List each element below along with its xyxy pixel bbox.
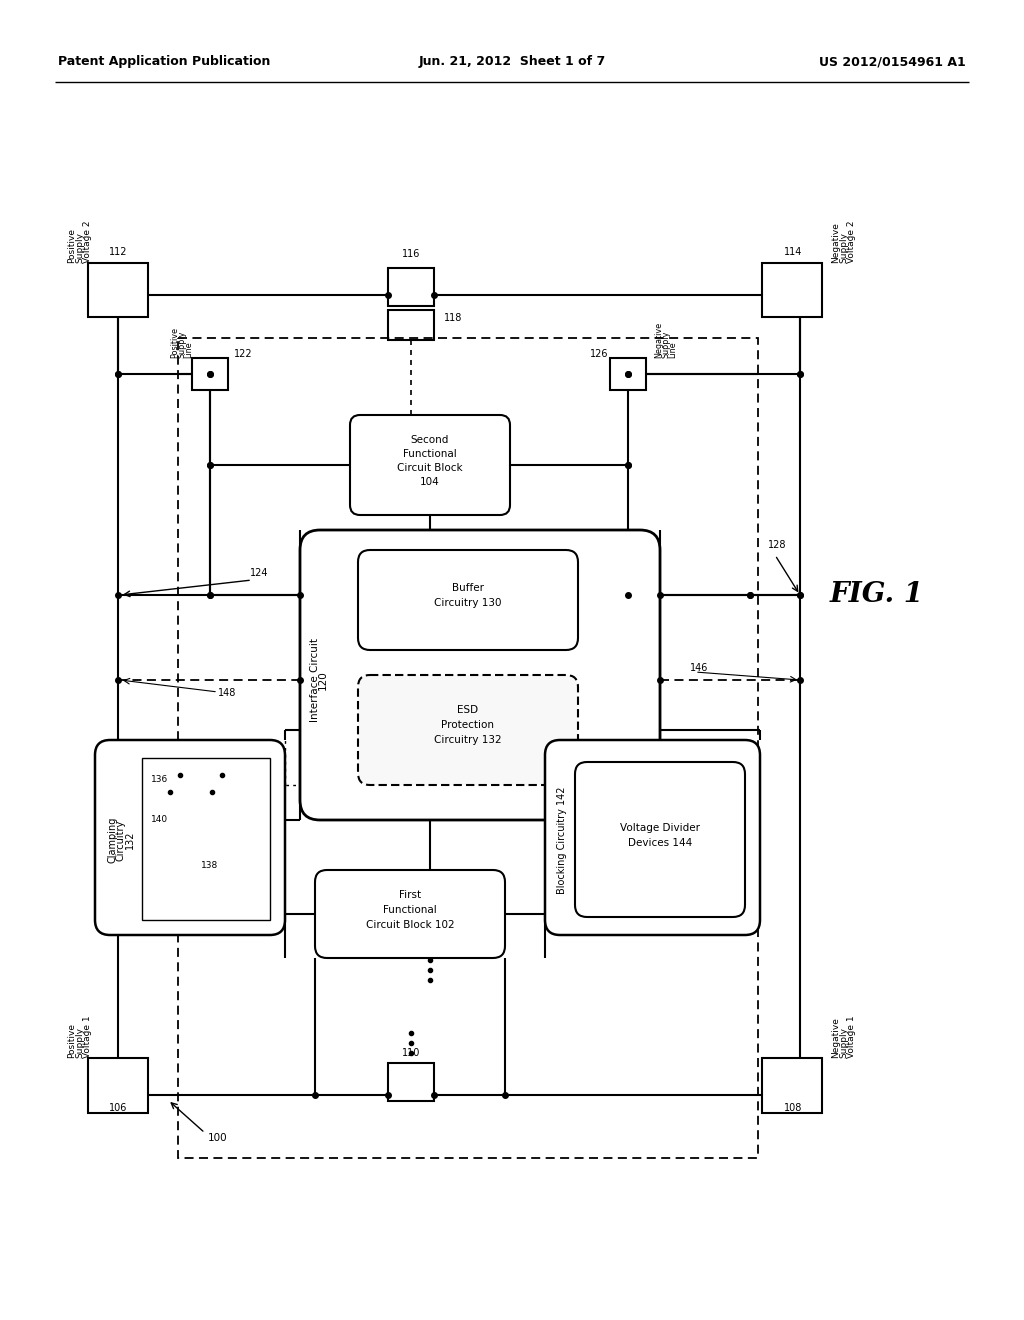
Text: Circuit Block: Circuit Block [397,463,463,473]
Bar [88,263,148,317]
Text: 108: 108 [783,1104,802,1113]
Text: US 2012/0154961 A1: US 2012/0154961 A1 [819,55,966,69]
Text: Protection: Protection [441,719,495,730]
Text: Supply: Supply [840,1027,849,1059]
FancyBboxPatch shape [358,550,578,649]
Text: 148: 148 [218,688,237,698]
Text: Line: Line [669,342,678,358]
Text: Buffer: Buffer [452,583,484,593]
Text: Supply: Supply [76,232,85,263]
Text: 114: 114 [783,247,802,257]
Text: 100: 100 [208,1133,227,1143]
Text: 106: 106 [109,1104,127,1113]
Text: Circuitry: Circuitry [116,820,126,861]
Text: Voltage 1: Voltage 1 [84,1015,92,1059]
Text: Negative: Negative [654,322,664,358]
Text: Supply: Supply [840,232,849,263]
Text: ESD: ESD [458,705,478,715]
FancyBboxPatch shape [545,741,760,935]
Text: 112: 112 [109,247,127,257]
FancyBboxPatch shape [300,531,660,820]
Text: Positive: Positive [68,228,77,263]
Text: Positive: Positive [171,327,179,358]
Text: 128: 128 [768,540,786,550]
Text: 146: 146 [690,663,709,673]
Bar [762,263,822,317]
Text: 122: 122 [234,348,253,359]
Text: 120: 120 [318,671,328,690]
Text: Blocking Circuitry 142: Blocking Circuitry 142 [557,787,567,894]
Bar [388,268,434,306]
Text: Functional: Functional [383,906,437,915]
Text: Voltage 1: Voltage 1 [848,1015,856,1059]
Text: Circuitry 130: Circuitry 130 [434,598,502,609]
FancyBboxPatch shape [315,870,505,958]
Bar [88,1059,148,1113]
FancyBboxPatch shape [350,414,510,515]
Text: 126: 126 [590,348,608,359]
Text: First: First [399,890,421,900]
Text: Voltage 2: Voltage 2 [84,220,92,263]
Text: Supply: Supply [662,330,671,358]
Bar [762,1059,822,1113]
FancyBboxPatch shape [575,762,745,917]
Bar [193,358,228,389]
Text: 110: 110 [401,1048,420,1059]
Text: Supply: Supply [177,330,186,358]
Text: Circuit Block 102: Circuit Block 102 [366,920,455,931]
Text: 138: 138 [202,861,219,870]
Text: 116: 116 [401,249,420,259]
Text: Jun. 21, 2012  Sheet 1 of 7: Jun. 21, 2012 Sheet 1 of 7 [419,55,605,69]
Bar [388,310,434,341]
Text: Line: Line [184,342,194,358]
Text: Second: Second [411,436,450,445]
Text: 118: 118 [444,313,463,323]
Text: Patent Application Publication: Patent Application Publication [58,55,270,69]
Text: Positive: Positive [68,1023,77,1059]
Text: Negative: Negative [831,1018,841,1059]
Text: 140: 140 [151,816,168,825]
Text: 104: 104 [420,477,440,487]
Text: 124: 124 [250,568,268,578]
Bar [142,758,270,920]
FancyBboxPatch shape [358,675,578,785]
Bar [388,1063,434,1101]
Text: Voltage 2: Voltage 2 [848,220,856,263]
Text: FIG. 1: FIG. 1 [830,582,924,609]
Text: Negative: Negative [831,222,841,263]
FancyBboxPatch shape [95,741,285,935]
Bar [610,358,646,389]
Bar [178,338,758,1158]
Text: Voltage Divider: Voltage Divider [620,822,700,833]
Text: Devices 144: Devices 144 [628,838,692,847]
Text: 132: 132 [125,830,135,849]
Text: Supply: Supply [76,1027,85,1059]
Text: 136: 136 [151,776,168,784]
Text: Circuitry 132: Circuitry 132 [434,735,502,744]
Text: Clamping: Clamping [106,817,117,863]
Text: Interface Circuit: Interface Circuit [310,638,319,722]
Text: Functional: Functional [403,449,457,459]
